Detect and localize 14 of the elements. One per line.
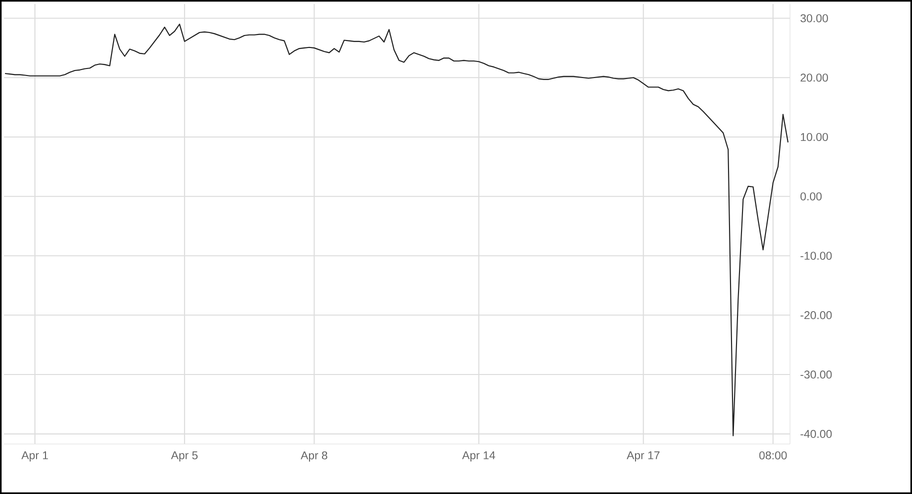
y-tick-label: 30.00	[800, 14, 828, 22]
x-tick-label: Apr 8	[300, 451, 328, 462]
y-tick-label: -30.00	[800, 370, 832, 379]
y-tick-label: 10.00	[800, 133, 828, 142]
x-tick-label: Apr 17	[626, 451, 660, 462]
x-tick-label: Apr 5	[171, 451, 198, 462]
y-tick-label: 0.00	[800, 192, 822, 200]
x-tick-label: Apr 14	[462, 451, 496, 462]
y-tick-label: -40.00	[800, 430, 832, 438]
y-tick-label: -10.00	[800, 252, 832, 260]
y-tick-label: -20.00	[800, 311, 832, 320]
y-tick-label: 20.00	[800, 74, 828, 82]
x-tick-label: Apr 1	[21, 451, 48, 462]
x-tick-label: 08:00	[759, 451, 787, 460]
